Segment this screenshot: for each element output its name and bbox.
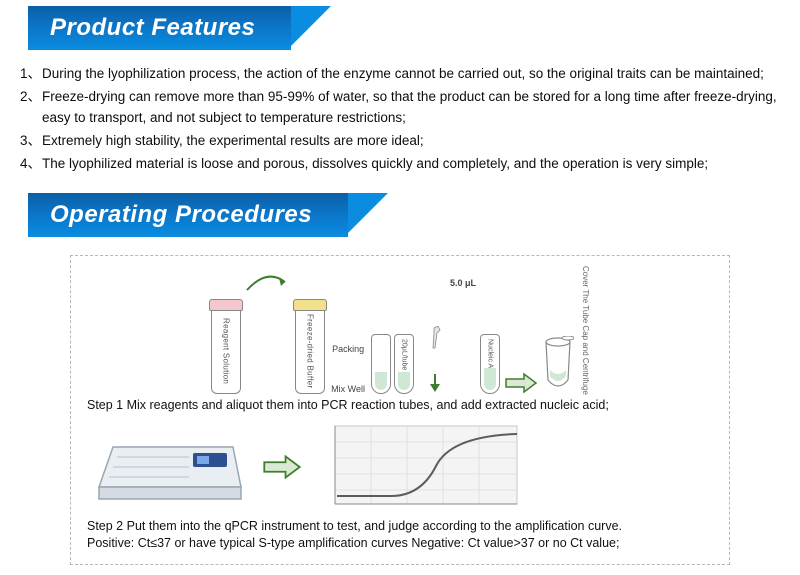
block-arrow-icon (504, 372, 538, 394)
block-arrow-icon (261, 454, 303, 480)
cover-label: Cover The Tube Cap and Centrifuge (580, 266, 589, 395)
pipette-icon (424, 326, 446, 354)
vial-buffer: Freeze-dried Buffer (295, 308, 325, 394)
step2-line1: Step 2 Put them into the qPCR instrument… (87, 519, 622, 533)
step2-criteria: Positive: Ct≤37 or have typical S-type a… (87, 536, 619, 550)
arrow-down-icon (427, 374, 443, 394)
arrow-curve-icon (245, 268, 291, 294)
nucleic-tube: Nucleic Acid (480, 334, 500, 394)
feature-item: The lyophilized material is loose and po… (20, 154, 780, 175)
step2-caption: Step 2 Put them into the qPCR instrument… (87, 518, 713, 552)
step1-caption: Step 1 Mix reagents and aliquot them int… (87, 398, 713, 412)
open-tube (542, 336, 574, 394)
feature-item: Freeze-drying can remove more than 95-99… (20, 87, 780, 129)
procedures-box: Reagent Solution Freeze-dried Buffer Pac… (70, 255, 730, 566)
qpcr-instrument-icon (93, 427, 243, 507)
tube-volume-label: 20μL/tube (401, 339, 408, 370)
procedures-banner: Operating Procedures (28, 193, 348, 237)
volume-label: 5.0 μL (450, 278, 476, 288)
feature-item: During the lyophilization process, the a… (20, 64, 780, 85)
features-list: During the lyophilization process, the a… (0, 60, 800, 187)
features-banner: Product Features (28, 6, 291, 50)
vial-buffer-label: Freeze-dried Buffer (306, 314, 315, 388)
feature-item: Extremely high stability, the experiment… (20, 131, 780, 152)
vial-reagent-label: Reagent Solution (222, 318, 231, 384)
pcr-tube-labeled: 20μL/tube (394, 334, 414, 394)
diagram-step1-row: Reagent Solution Freeze-dried Buffer Pac… (83, 266, 717, 395)
pcr-tube (371, 334, 391, 394)
packing-label: Packing (332, 344, 364, 354)
amplification-curve-icon (321, 422, 521, 512)
vial-reagent: Reagent Solution (211, 308, 241, 394)
diagram-step2-row (83, 422, 717, 512)
mixwell-label: Mix Well (331, 384, 365, 394)
